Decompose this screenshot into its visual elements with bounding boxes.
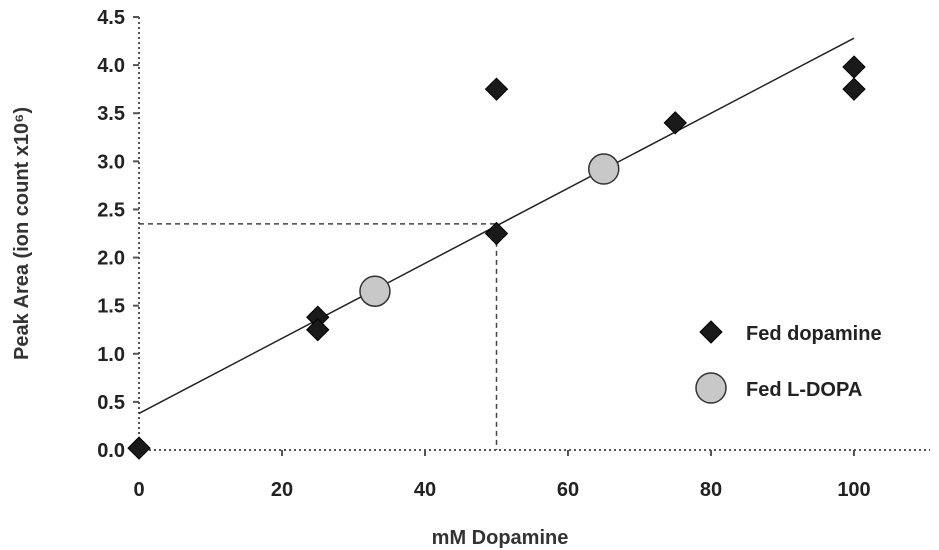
x-tick-label: 40 [414,479,436,501]
tick-labels: 0.0 0.5 1.0 1.5 2.0 2.5 3.0 3.5 4.0 4.5 0 20 40 60 80 1… [97,7,871,501]
legend: Fed dopamine Fed L-DOPA [696,321,882,403]
legend-marker-diamond [700,321,722,343]
legend-marker-circle [696,373,726,403]
data-point-fed-dopamine [486,78,508,100]
y-tick-label: 2.5 [97,199,125,221]
y-tick-label: 4.5 [97,7,125,29]
data-point-fed-dopamine [843,78,865,100]
x-axis-label: mM Dopamine [432,527,569,549]
y-tick-label: 1.5 [97,296,125,318]
data-point-fed-dopamine [307,319,329,341]
y-tick-label: 4.0 [97,55,125,77]
legend-label-fed-dopamine: Fed dopamine [746,323,882,345]
y-tick-label: 3.0 [97,151,125,173]
data-point-fed-dopamine [486,223,508,245]
data-point-fed-l-dopa [360,276,390,306]
legend-item-fed-l-dopa: Fed L-DOPA [696,373,862,403]
legend-label-fed-l-dopa: Fed L-DOPA [746,379,862,401]
y-tick-label: 2.0 [97,248,125,270]
y-tick-label: 0.5 [97,392,125,414]
x-tick-label: 100 [837,479,870,501]
data-point-fed-dopamine [128,437,150,459]
legend-item-fed-dopamine: Fed dopamine [700,321,882,345]
data-point-fed-dopamine [843,56,865,78]
x-tick-label: 20 [271,479,293,501]
y-tick-label: 3.5 [97,103,125,125]
y-tick-label: 0.0 [97,440,125,462]
y-tick-label: 1.0 [97,344,125,366]
y-axis-label: Peak Area (ion count x10⁶) [11,107,33,360]
x-tick-label: 60 [557,479,579,501]
data-point-fed-dopamine [664,112,686,134]
x-tick-label: 80 [700,479,722,501]
data-point-fed-l-dopa [589,154,619,184]
x-tick-label: 0 [133,479,144,501]
